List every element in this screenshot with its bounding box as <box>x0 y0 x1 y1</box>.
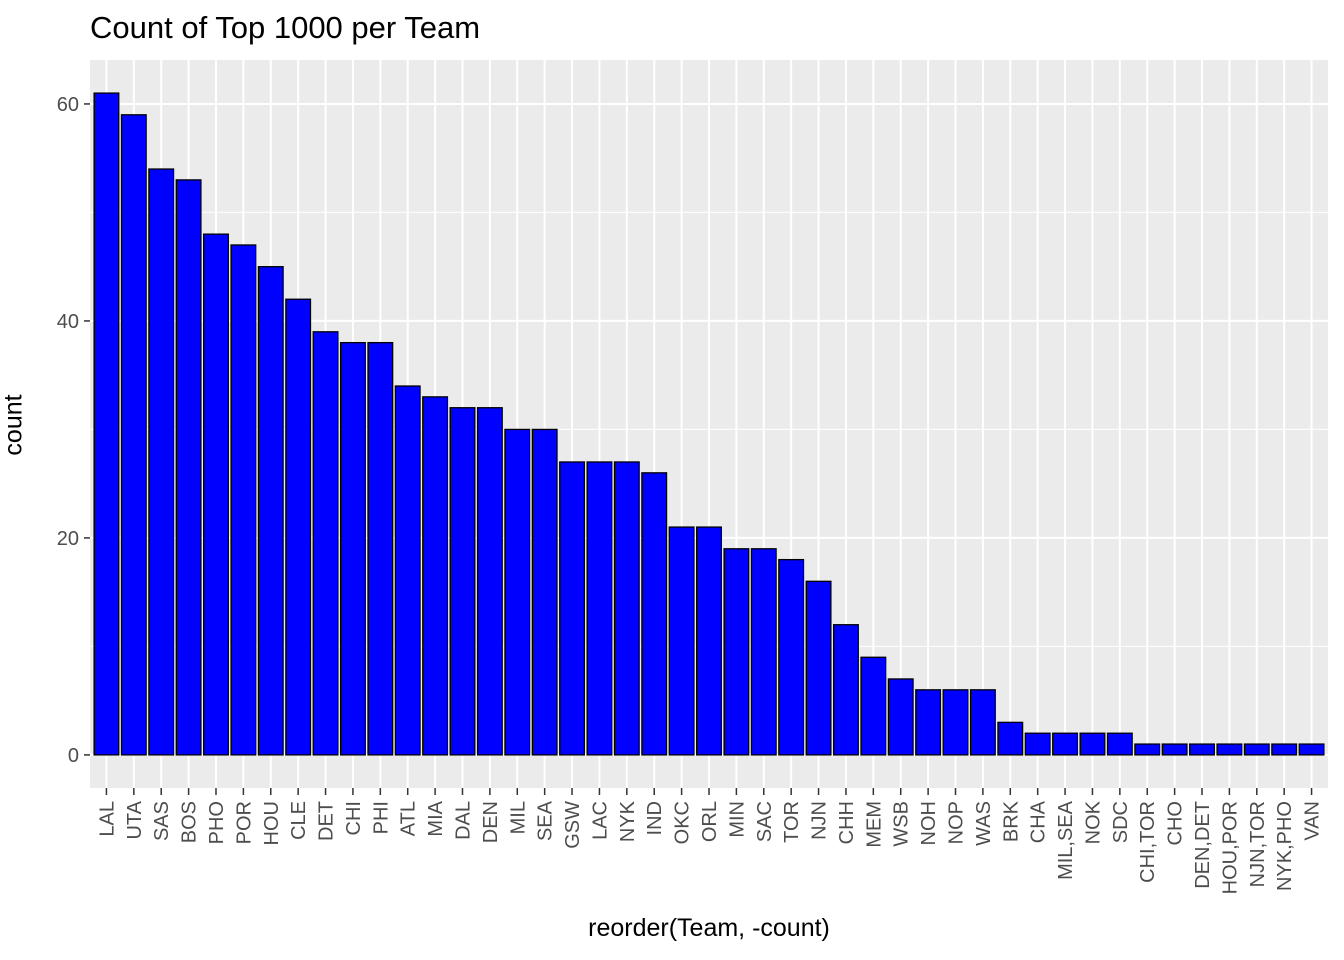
bar-nyk <box>613 461 640 756</box>
x-tick-label: WAS <box>973 801 995 846</box>
x-tick-label: BRK <box>1000 800 1022 842</box>
x-tick-label: UTA <box>124 800 146 839</box>
x-tick-label: PHI <box>370 801 392 834</box>
bar-lal <box>93 92 120 756</box>
bar-chi-tor <box>1134 743 1161 756</box>
x-tick-label: CHA <box>1028 800 1050 843</box>
bar-brk <box>997 721 1024 756</box>
bar-phi <box>367 341 394 756</box>
x-tick-label: CHI,TOR <box>1137 801 1159 883</box>
bar-bos <box>175 179 202 756</box>
x-tick-label: NOP <box>946 801 968 844</box>
x-tick-label: DEN,DET <box>1192 801 1214 889</box>
x-tick-label: NYK,PHO <box>1274 801 1296 891</box>
x-tick-label: CLE <box>288 801 310 840</box>
bar-cho <box>1161 743 1188 756</box>
bar-chi <box>339 341 366 756</box>
x-tick-label: CHO <box>1165 801 1187 845</box>
bar-uta <box>120 114 147 756</box>
bar-okc <box>668 526 695 756</box>
x-tick-label: NOK <box>1082 800 1104 844</box>
x-tick-label: MIN <box>726 801 748 838</box>
bar-dal <box>449 407 476 756</box>
bar-den-det <box>1189 743 1215 756</box>
bar-chh <box>832 624 859 756</box>
bar-sea <box>531 428 558 756</box>
x-tick-label: NJN <box>809 801 831 840</box>
x-tick-label: MIL <box>507 801 529 834</box>
bar-van <box>1298 743 1325 756</box>
x-tick-label: ORL <box>699 801 721 842</box>
y-tick-label: 40 <box>57 311 79 333</box>
bar-mil-sea <box>1052 732 1079 756</box>
bar-lac <box>586 461 613 756</box>
x-tick-label: SDC <box>1110 801 1132 843</box>
bar-min <box>723 548 750 756</box>
x-tick-label: MEM <box>863 801 885 848</box>
x-tick-label: DEN <box>480 801 502 843</box>
x-tick-label: DAL <box>452 801 474 840</box>
bar-hou <box>257 266 284 756</box>
x-tick-label: IND <box>644 801 666 835</box>
bar-den <box>476 407 503 756</box>
x-tick-label: HOU <box>261 801 283 845</box>
bar-njn <box>805 580 832 756</box>
bar-njn-tor <box>1243 743 1270 756</box>
x-tick-label: POR <box>233 801 255 844</box>
bar-ind <box>641 472 668 756</box>
y-tick-label: 20 <box>57 528 79 550</box>
x-tick-label: LAL <box>96 801 118 837</box>
x-tick-label: OKC <box>672 801 694 844</box>
x-tick-label: NOH <box>918 801 940 845</box>
x-tick-label: HOU,POR <box>1219 801 1241 894</box>
x-tick-label: PHO <box>206 801 228 844</box>
bar-sdc <box>1106 732 1133 756</box>
bar-por <box>230 244 257 756</box>
bar-cle <box>285 298 312 756</box>
x-tick-label: CHH <box>836 801 858 844</box>
bar-nop <box>942 689 969 756</box>
bar-orl <box>696 526 722 756</box>
y-axis-label: count <box>0 394 28 456</box>
x-tick-label: CHI <box>343 801 365 835</box>
bar-mem <box>860 656 887 756</box>
bar-sas <box>148 168 175 756</box>
x-tick-label: DET <box>316 801 338 841</box>
bar-gsw <box>559 461 586 756</box>
x-tick-label: MIA <box>425 800 447 836</box>
bar-atl <box>394 385 421 756</box>
bar-tor <box>778 558 805 756</box>
x-tick-label: ATL <box>398 801 420 836</box>
bar-nok <box>1079 732 1106 756</box>
x-tick-label: SAC <box>754 801 776 842</box>
x-axis-label: reorder(Team, -count) <box>588 914 830 942</box>
bar-cha <box>1024 732 1051 756</box>
x-tick-label: MIL,SEA <box>1055 800 1077 880</box>
bar-mil <box>504 428 531 756</box>
x-tick-label: GSW <box>562 801 584 849</box>
x-tick-label: VAN <box>1302 801 1324 841</box>
x-tick-label: NJN,TOR <box>1247 801 1269 887</box>
bar-sac <box>750 548 777 756</box>
bar-wsb <box>887 678 914 756</box>
x-tick-label: LAC <box>589 801 611 840</box>
bar-noh <box>915 689 942 756</box>
bar-det <box>312 331 339 756</box>
x-tick-label: SAS <box>151 801 173 841</box>
x-tick-label: NYK <box>617 800 639 842</box>
bar-hou-por <box>1216 743 1243 756</box>
x-tick-label: SEA <box>535 800 557 841</box>
x-tick-label: TOR <box>781 801 803 843</box>
bar-mia <box>422 396 449 756</box>
x-tick-label: WSB <box>891 801 913 847</box>
y-tick-label: 0 <box>68 745 79 767</box>
x-tick-label: BOS <box>179 801 201 843</box>
bar-was <box>969 689 996 756</box>
bar-nyk-pho <box>1271 743 1298 756</box>
y-tick-label: 60 <box>57 94 79 116</box>
chart-title: Count of Top 1000 per Team <box>90 10 481 45</box>
bar-pho <box>203 233 229 756</box>
